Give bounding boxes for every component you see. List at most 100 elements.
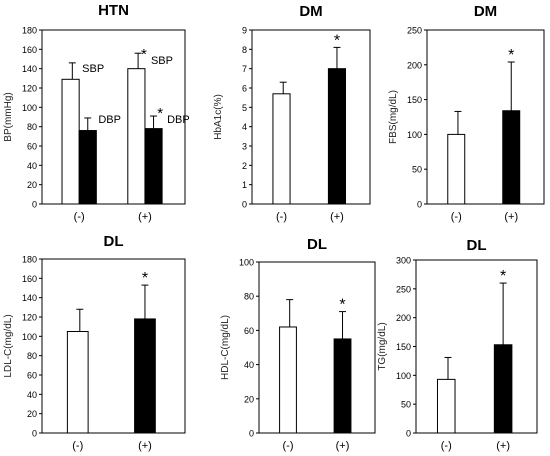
- y-tick-label: 20: [27, 180, 37, 190]
- plot-frame: [251, 29, 371, 205]
- bar-negative: [272, 93, 291, 205]
- y-tick-label: 250: [407, 26, 422, 36]
- y-tick-label: 8: [242, 45, 247, 55]
- y-tick-label: 5: [242, 103, 247, 113]
- y-tick-label: 160: [22, 274, 37, 284]
- y-axis-label: BP(mmHg): [3, 92, 14, 141]
- x-tick-label: (+): [138, 211, 152, 223]
- y-tick-label: 200: [407, 60, 422, 70]
- y-tick-label: 120: [22, 84, 37, 94]
- bar-negative: [447, 133, 466, 205]
- y-tick-label: 80: [27, 351, 37, 361]
- x-tick-label: (-): [72, 440, 83, 452]
- y-tick-label: 2: [242, 161, 247, 171]
- bar-positive: [327, 68, 347, 205]
- x-tick-label: (+): [330, 211, 344, 223]
- bar-dbp: [144, 128, 163, 205]
- chart-6: DL TG(mg/dL) 0 50 100 150 200 250 300 (-) (+) *: [377, 237, 538, 452]
- bar-label: SBP: [82, 63, 104, 75]
- chart-3: DM FBS(mg/dL) 0 50 100 150 200 250 (-) (+) *: [388, 3, 545, 223]
- y-axis-label: FBS(mg/dL): [388, 90, 399, 144]
- plot-frame: [258, 261, 376, 434]
- plot-frame: [41, 258, 186, 434]
- x-tick-label: (-): [74, 211, 85, 223]
- bar-sbp: [61, 78, 80, 205]
- bar-positive: [493, 344, 513, 434]
- bar-negative: [66, 331, 89, 434]
- y-tick-label: 200: [396, 313, 411, 323]
- x-tick-label: (-): [276, 211, 287, 223]
- y-axis-label: LDL-C(mg/dL): [3, 314, 14, 377]
- bar-positive: [333, 338, 352, 434]
- x-tick-label: (+): [496, 440, 510, 452]
- y-tick-label: 60: [27, 371, 37, 381]
- y-tick-label: 0: [249, 429, 254, 439]
- y-tick-label: 50: [412, 165, 422, 175]
- y-tick-label: 4: [242, 122, 247, 132]
- chart-1: HTN BP(mmHg) 0 20 40 60 80 100 120 140 160 180 (-) (+…: [3, 2, 190, 223]
- y-tick-label: 0: [406, 429, 411, 439]
- y-tick-label: 3: [242, 142, 247, 152]
- bar-label: SBP: [151, 55, 173, 67]
- y-axis-label: TG(mg/dL): [377, 322, 388, 370]
- y-tick-label: 100: [407, 130, 422, 140]
- y-tick-label: 140: [22, 293, 37, 303]
- y-tick-label: 0: [417, 200, 422, 210]
- y-axis-label: HbA1c(%): [213, 94, 224, 140]
- bar-positive: [134, 318, 156, 434]
- chart-title: DL: [104, 233, 124, 250]
- y-tick-label: 6: [242, 84, 247, 94]
- bar-sbp: [127, 68, 146, 205]
- plot-frame: [41, 29, 186, 205]
- bar-negative: [279, 326, 297, 434]
- y-tick-label: 250: [396, 284, 411, 294]
- significance-star: *: [142, 270, 148, 287]
- significance-star: *: [334, 32, 340, 49]
- bar-dbp: [78, 130, 97, 205]
- x-tick-label: (+): [504, 211, 518, 223]
- significance-star: *: [157, 105, 163, 122]
- chart-title: DM: [299, 3, 322, 20]
- y-tick-label: 40: [244, 360, 254, 370]
- chart-2: DM HbA1c(%) 0 1 2 3 4 5 6 7 8 9 (-) (+) *: [213, 3, 371, 223]
- y-tick-label: 40: [27, 161, 37, 171]
- x-tick-label: (-): [451, 211, 462, 223]
- y-tick-label: 50: [401, 400, 411, 410]
- bar-positive: [502, 110, 521, 205]
- y-tick-label: 7: [242, 64, 247, 74]
- y-tick-label: 100: [396, 371, 411, 381]
- y-tick-label: 140: [22, 64, 37, 74]
- x-tick-label: (-): [283, 440, 294, 452]
- bar-negative: [436, 378, 456, 434]
- chart-5: DL HDL-C(mg/dL) 0 20 40 60 80 100 (-) (+) *: [220, 236, 376, 452]
- y-tick-label: 0: [32, 200, 37, 210]
- y-tick-label: 60: [244, 326, 254, 336]
- bar-label: DBP: [167, 114, 190, 126]
- y-tick-label: 80: [244, 292, 254, 302]
- x-tick-label: (+): [138, 440, 152, 452]
- y-axis-label: HDL-C(mg/dL): [220, 315, 231, 380]
- chart-title: DL: [307, 236, 327, 253]
- chart-title: DL: [467, 237, 487, 254]
- significance-star: *: [141, 46, 147, 63]
- y-tick-label: 20: [244, 394, 254, 404]
- chart-title: HTN: [98, 2, 129, 19]
- y-tick-label: 9: [242, 26, 247, 36]
- significance-star: *: [339, 297, 345, 314]
- chart-title: DM: [474, 3, 497, 20]
- y-tick-label: 80: [27, 122, 37, 132]
- y-tick-label: 180: [22, 255, 37, 265]
- y-tick-label: 1: [242, 180, 247, 190]
- y-tick-label: 300: [396, 256, 411, 266]
- plot-frame: [415, 259, 538, 434]
- y-tick-label: 60: [27, 142, 37, 152]
- y-tick-label: 150: [407, 95, 422, 105]
- bar-label: DBP: [98, 114, 121, 126]
- plot-frame: [426, 29, 545, 205]
- x-tick-label: (+): [336, 440, 350, 452]
- significance-star: *: [500, 268, 506, 285]
- y-tick-label: 180: [22, 26, 37, 36]
- y-tick-label: 100: [22, 332, 37, 342]
- y-tick-label: 20: [27, 409, 37, 419]
